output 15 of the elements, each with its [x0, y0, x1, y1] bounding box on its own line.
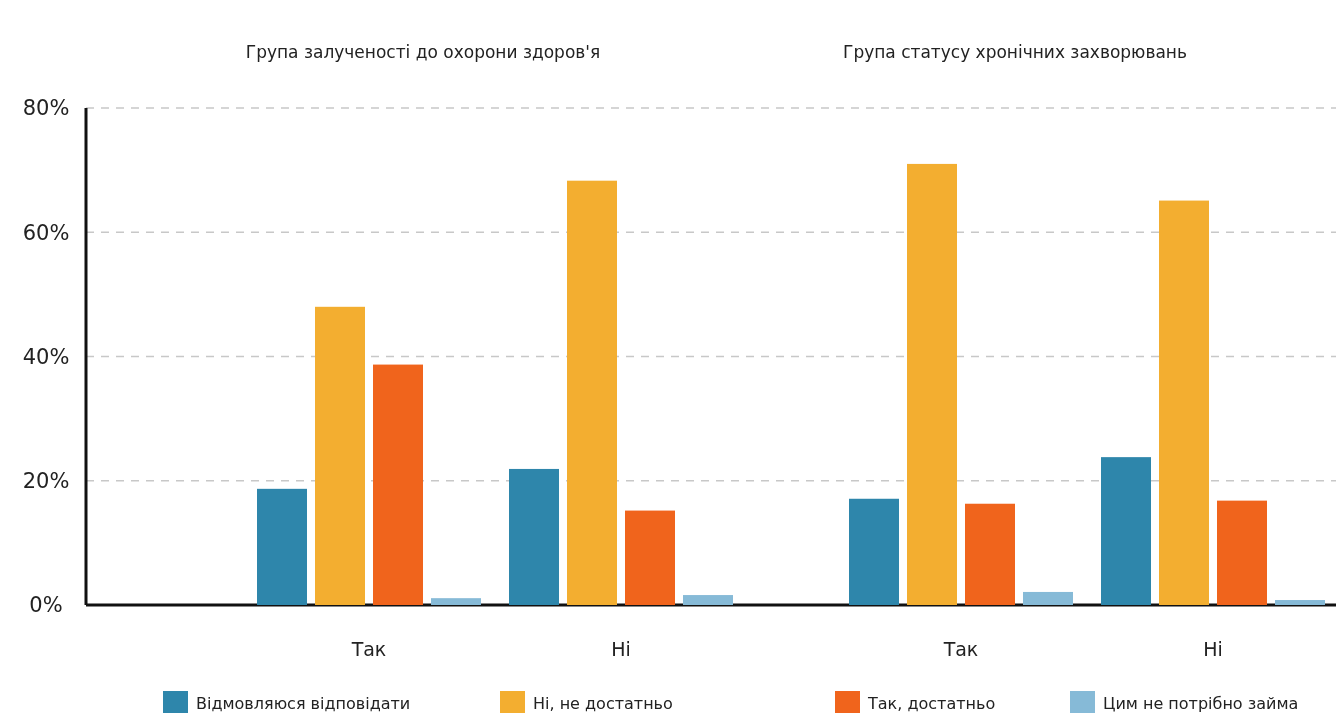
text: Група залученості до охорони здоров'я: [245, 42, 601, 62]
y-tick-label: 60%: [22, 220, 70, 245]
y-tick-label: 80%: [22, 96, 70, 121]
legend-label: Цим не потрібно займа: [1103, 693, 1299, 713]
y-tick-label: 40%: [22, 344, 70, 369]
y-tick-label: 0%: [29, 593, 63, 618]
x-tick-label: Так: [350, 638, 387, 660]
legend-label: Відмовляюся відповідати: [196, 693, 411, 713]
y-tick-label: 20%: [22, 469, 70, 494]
x-tick-label: Ні: [1203, 638, 1223, 660]
legend-label: Ні, не достатньо: [533, 693, 673, 713]
text: Група статусу хронічних захворювань: [843, 42, 1187, 62]
x-tick-label: Так: [942, 638, 979, 660]
legend-label: Так, достатньо: [867, 693, 996, 713]
x-tick-label: Ні: [611, 638, 631, 660]
